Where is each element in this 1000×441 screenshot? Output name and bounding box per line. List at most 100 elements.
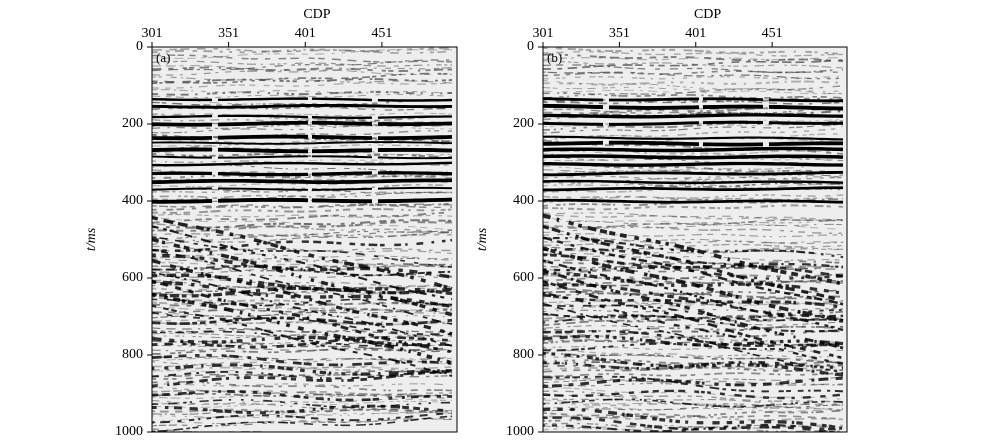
noise bbox=[543, 51, 843, 57]
reflector bbox=[152, 155, 453, 160]
noise bbox=[543, 68, 844, 77]
reflector bbox=[152, 114, 452, 119]
event bbox=[543, 293, 844, 318]
noise bbox=[543, 174, 844, 184]
noise bbox=[543, 164, 843, 175]
noise bbox=[152, 217, 453, 231]
noise bbox=[543, 409, 844, 422]
noise bbox=[543, 53, 844, 63]
noise bbox=[152, 261, 453, 269]
noise bbox=[543, 406, 843, 412]
noise bbox=[543, 236, 844, 244]
noise bbox=[152, 308, 452, 319]
noise bbox=[152, 373, 453, 378]
noise bbox=[152, 398, 452, 405]
event bbox=[543, 283, 844, 310]
event bbox=[543, 398, 844, 408]
noise bbox=[543, 289, 844, 298]
y-tick-label: 800 bbox=[122, 347, 143, 362]
noise bbox=[152, 72, 453, 85]
noise bbox=[543, 80, 844, 86]
noise bbox=[152, 90, 453, 96]
reflector bbox=[543, 103, 844, 111]
event bbox=[543, 304, 844, 322]
noise bbox=[543, 398, 843, 410]
reflector bbox=[543, 179, 844, 185]
reflector bbox=[543, 146, 844, 153]
noise bbox=[152, 361, 453, 375]
reflector bbox=[543, 161, 844, 167]
noise bbox=[152, 383, 453, 387]
noise bbox=[543, 107, 844, 115]
reflector bbox=[543, 186, 843, 192]
event bbox=[543, 266, 844, 280]
event bbox=[543, 248, 844, 269]
noise bbox=[152, 66, 453, 76]
dipping-event bbox=[543, 302, 844, 374]
x-axis-label: CDP bbox=[303, 7, 330, 22]
event bbox=[543, 389, 844, 400]
y-tick-label: 0 bbox=[527, 39, 534, 54]
noise bbox=[543, 366, 843, 371]
noise bbox=[543, 175, 844, 180]
reflector bbox=[543, 113, 844, 119]
noise bbox=[152, 400, 452, 408]
noise bbox=[543, 412, 844, 420]
noise bbox=[152, 208, 453, 214]
reflector bbox=[543, 140, 843, 147]
noise bbox=[543, 127, 844, 141]
reflector bbox=[152, 147, 453, 154]
dipping-event bbox=[152, 292, 453, 365]
noise bbox=[543, 204, 844, 211]
dipping-event bbox=[543, 213, 844, 286]
x-tick-label: 401 bbox=[295, 26, 316, 41]
noise bbox=[543, 372, 844, 378]
event bbox=[543, 253, 844, 278]
noise bbox=[152, 347, 453, 355]
noise bbox=[152, 89, 453, 94]
noise bbox=[543, 265, 844, 270]
noise bbox=[543, 390, 844, 404]
noise bbox=[152, 173, 453, 180]
noise bbox=[152, 381, 453, 392]
noise bbox=[152, 47, 453, 54]
noise bbox=[543, 290, 844, 299]
event bbox=[152, 404, 453, 415]
noise bbox=[543, 56, 843, 61]
y-axis-label: t/ms bbox=[84, 227, 99, 251]
noise bbox=[543, 404, 844, 412]
reflector bbox=[543, 170, 844, 177]
noise bbox=[152, 355, 453, 363]
noise bbox=[152, 202, 453, 211]
reflector bbox=[152, 134, 453, 141]
noise bbox=[543, 169, 844, 174]
noise bbox=[543, 287, 844, 302]
x-tick-label: 301 bbox=[142, 26, 163, 41]
y-tick-label: 400 bbox=[513, 193, 534, 208]
noise bbox=[543, 354, 844, 358]
noise bbox=[543, 308, 844, 313]
noise bbox=[152, 408, 453, 415]
noise bbox=[543, 75, 844, 80]
dipping-event bbox=[543, 225, 844, 303]
noise bbox=[543, 302, 844, 307]
frame bbox=[542, 46, 848, 433]
y-tick-label: 600 bbox=[122, 270, 143, 285]
reflector bbox=[543, 154, 844, 160]
dipping-event bbox=[152, 258, 453, 336]
noise bbox=[543, 212, 844, 221]
event bbox=[152, 311, 453, 336]
noise bbox=[543, 248, 844, 258]
event bbox=[152, 369, 453, 388]
noise bbox=[543, 239, 844, 245]
reflector bbox=[543, 198, 844, 204]
noise bbox=[152, 113, 453, 125]
noise bbox=[152, 362, 453, 372]
event bbox=[152, 238, 453, 252]
frame bbox=[151, 46, 458, 433]
noise bbox=[152, 284, 453, 289]
noise bbox=[152, 231, 453, 242]
y-tick-label: 1000 bbox=[506, 424, 534, 439]
noise bbox=[543, 273, 844, 282]
